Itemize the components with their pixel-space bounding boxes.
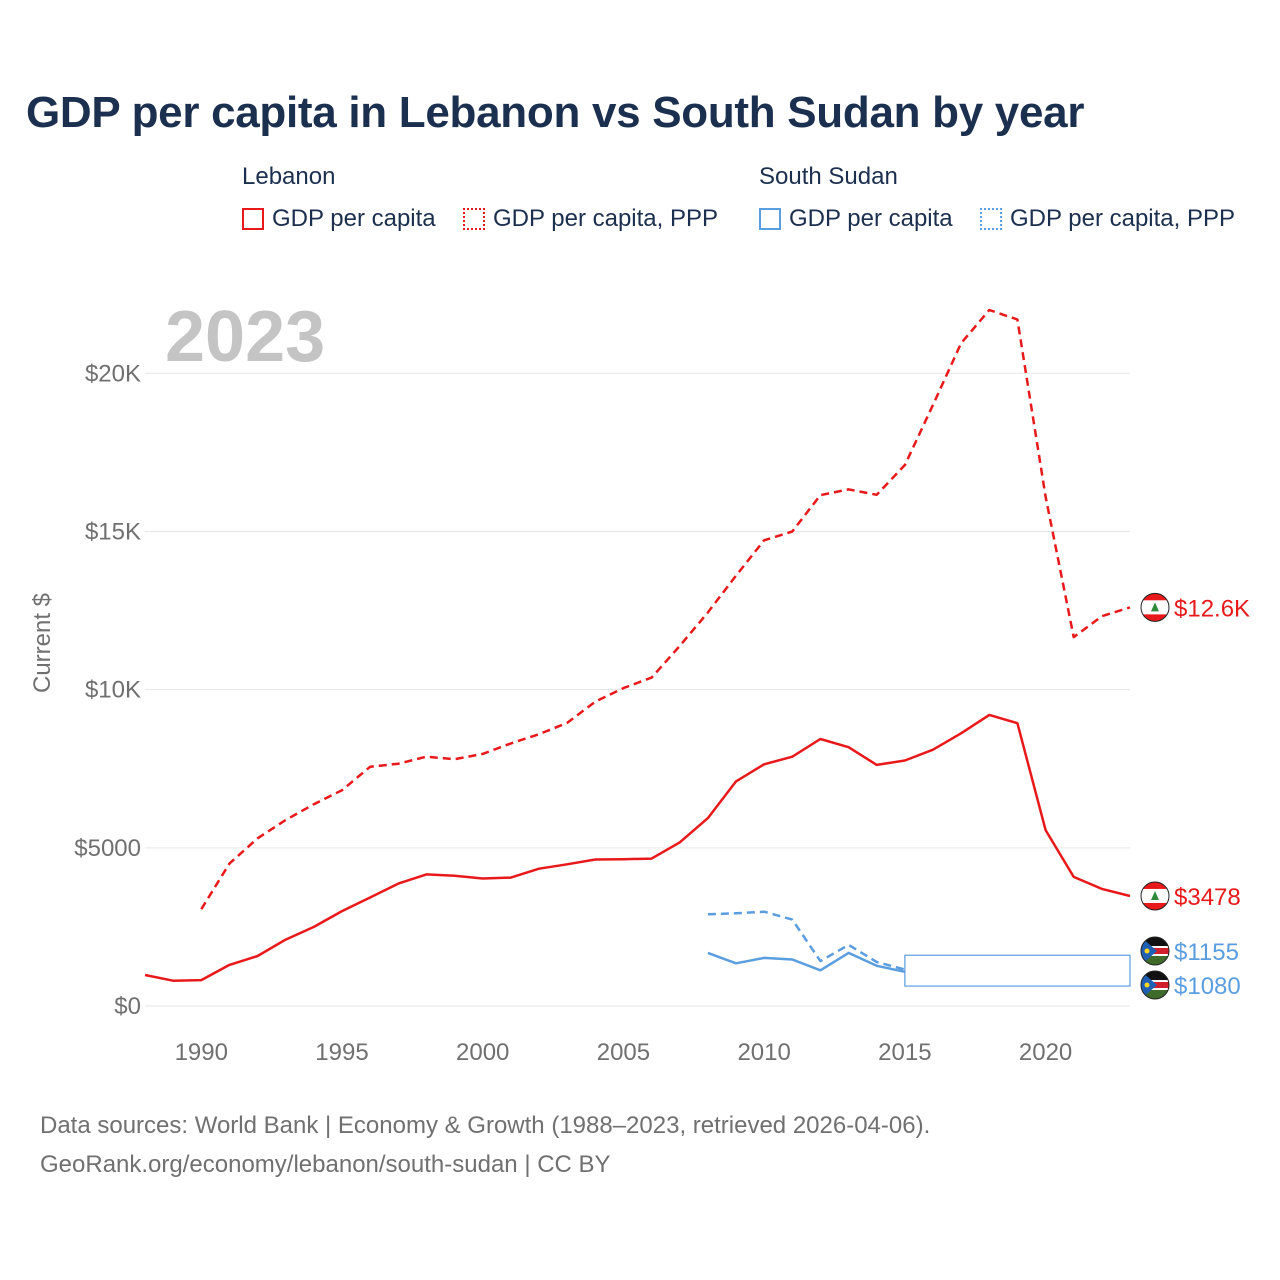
x-tick-label: 1990 (175, 1039, 228, 1066)
series-line-3[interactable] (707, 910, 906, 971)
legend-group-south-sudan: South Sudan (759, 163, 898, 190)
south-sudan-flag-icon (1140, 936, 1170, 966)
series-lines (144, 308, 1131, 987)
end-label: $3478 (1174, 884, 1241, 911)
legend-label: GDP per capita, PPP (1010, 205, 1235, 232)
legend-item-south-sudan-gdp-ppp[interactable]: GDP per capita, PPP (980, 205, 1235, 233)
x-tick-label: 2000 (456, 1039, 509, 1066)
y-tick-label: $10K (85, 677, 141, 704)
x-axis-ticks: 1990 1995 2000 2005 2010 2015 2020 (175, 1039, 1073, 1066)
end-label: $12.6K (1174, 595, 1250, 622)
footer-sources: Data sources: World Bank | Economy & Gro… (40, 1112, 931, 1139)
south-sudan-flag-icon (1140, 970, 1170, 1000)
lebanon-flag-icon (1140, 881, 1170, 911)
legend-swatch-dotted-icon (463, 208, 485, 230)
year-watermark: 2023 (165, 297, 325, 377)
x-tick-label: 2010 (737, 1039, 790, 1066)
legend-swatch-solid-icon (242, 208, 264, 230)
y-tick-label: $20K (85, 360, 141, 387)
series-line-0[interactable] (144, 713, 1131, 982)
end-labels: $3478 $12.6K $1080 $1155 (1140, 592, 1250, 1000)
x-tick-label: 1995 (315, 1039, 368, 1066)
y-tick-label: $15K (85, 518, 141, 545)
series-line-1[interactable] (200, 308, 1131, 910)
legend-swatch-solid-icon (759, 208, 781, 230)
end-label: $1155 (1174, 939, 1239, 966)
lebanon-flag-icon (1140, 592, 1170, 622)
y-tick-label: $5000 (74, 835, 141, 862)
chart-title: GDP per capita in Lebanon vs South Sudan… (26, 88, 1085, 137)
x-tick-label: 2020 (1019, 1039, 1072, 1066)
x-tick-label: 2015 (878, 1039, 931, 1066)
legend-item-lebanon-gdp[interactable]: GDP per capita (242, 205, 436, 233)
legend-item-lebanon-gdp-ppp[interactable]: GDP per capita, PPP (463, 205, 718, 233)
y-axis-ticks: $0 $5000 $10K $15K $20K (74, 360, 141, 1020)
gridlines (145, 372, 1130, 1007)
legend-label: GDP per capita (789, 205, 953, 232)
highlight-box (904, 954, 1131, 987)
legend-group-lebanon: Lebanon (242, 163, 336, 190)
legend-label: GDP per capita, PPP (493, 205, 718, 232)
end-label: $1080 (1174, 973, 1241, 1000)
footer: Data sources: World Bank | Economy & Gro… (40, 1106, 930, 1184)
legend-label: GDP per capita (272, 205, 436, 232)
series-line-2[interactable] (707, 951, 906, 974)
legend-swatch-dotted-icon (980, 208, 1002, 230)
y-axis-label: Current $ (29, 593, 56, 693)
y-tick-label: $0 (114, 993, 141, 1020)
x-tick-label: 2005 (597, 1039, 650, 1066)
footer-link[interactable]: GeoRank.org/economy/lebanon/south-sudan … (40, 1151, 611, 1178)
legend-item-south-sudan-gdp[interactable]: GDP per capita (759, 205, 953, 233)
